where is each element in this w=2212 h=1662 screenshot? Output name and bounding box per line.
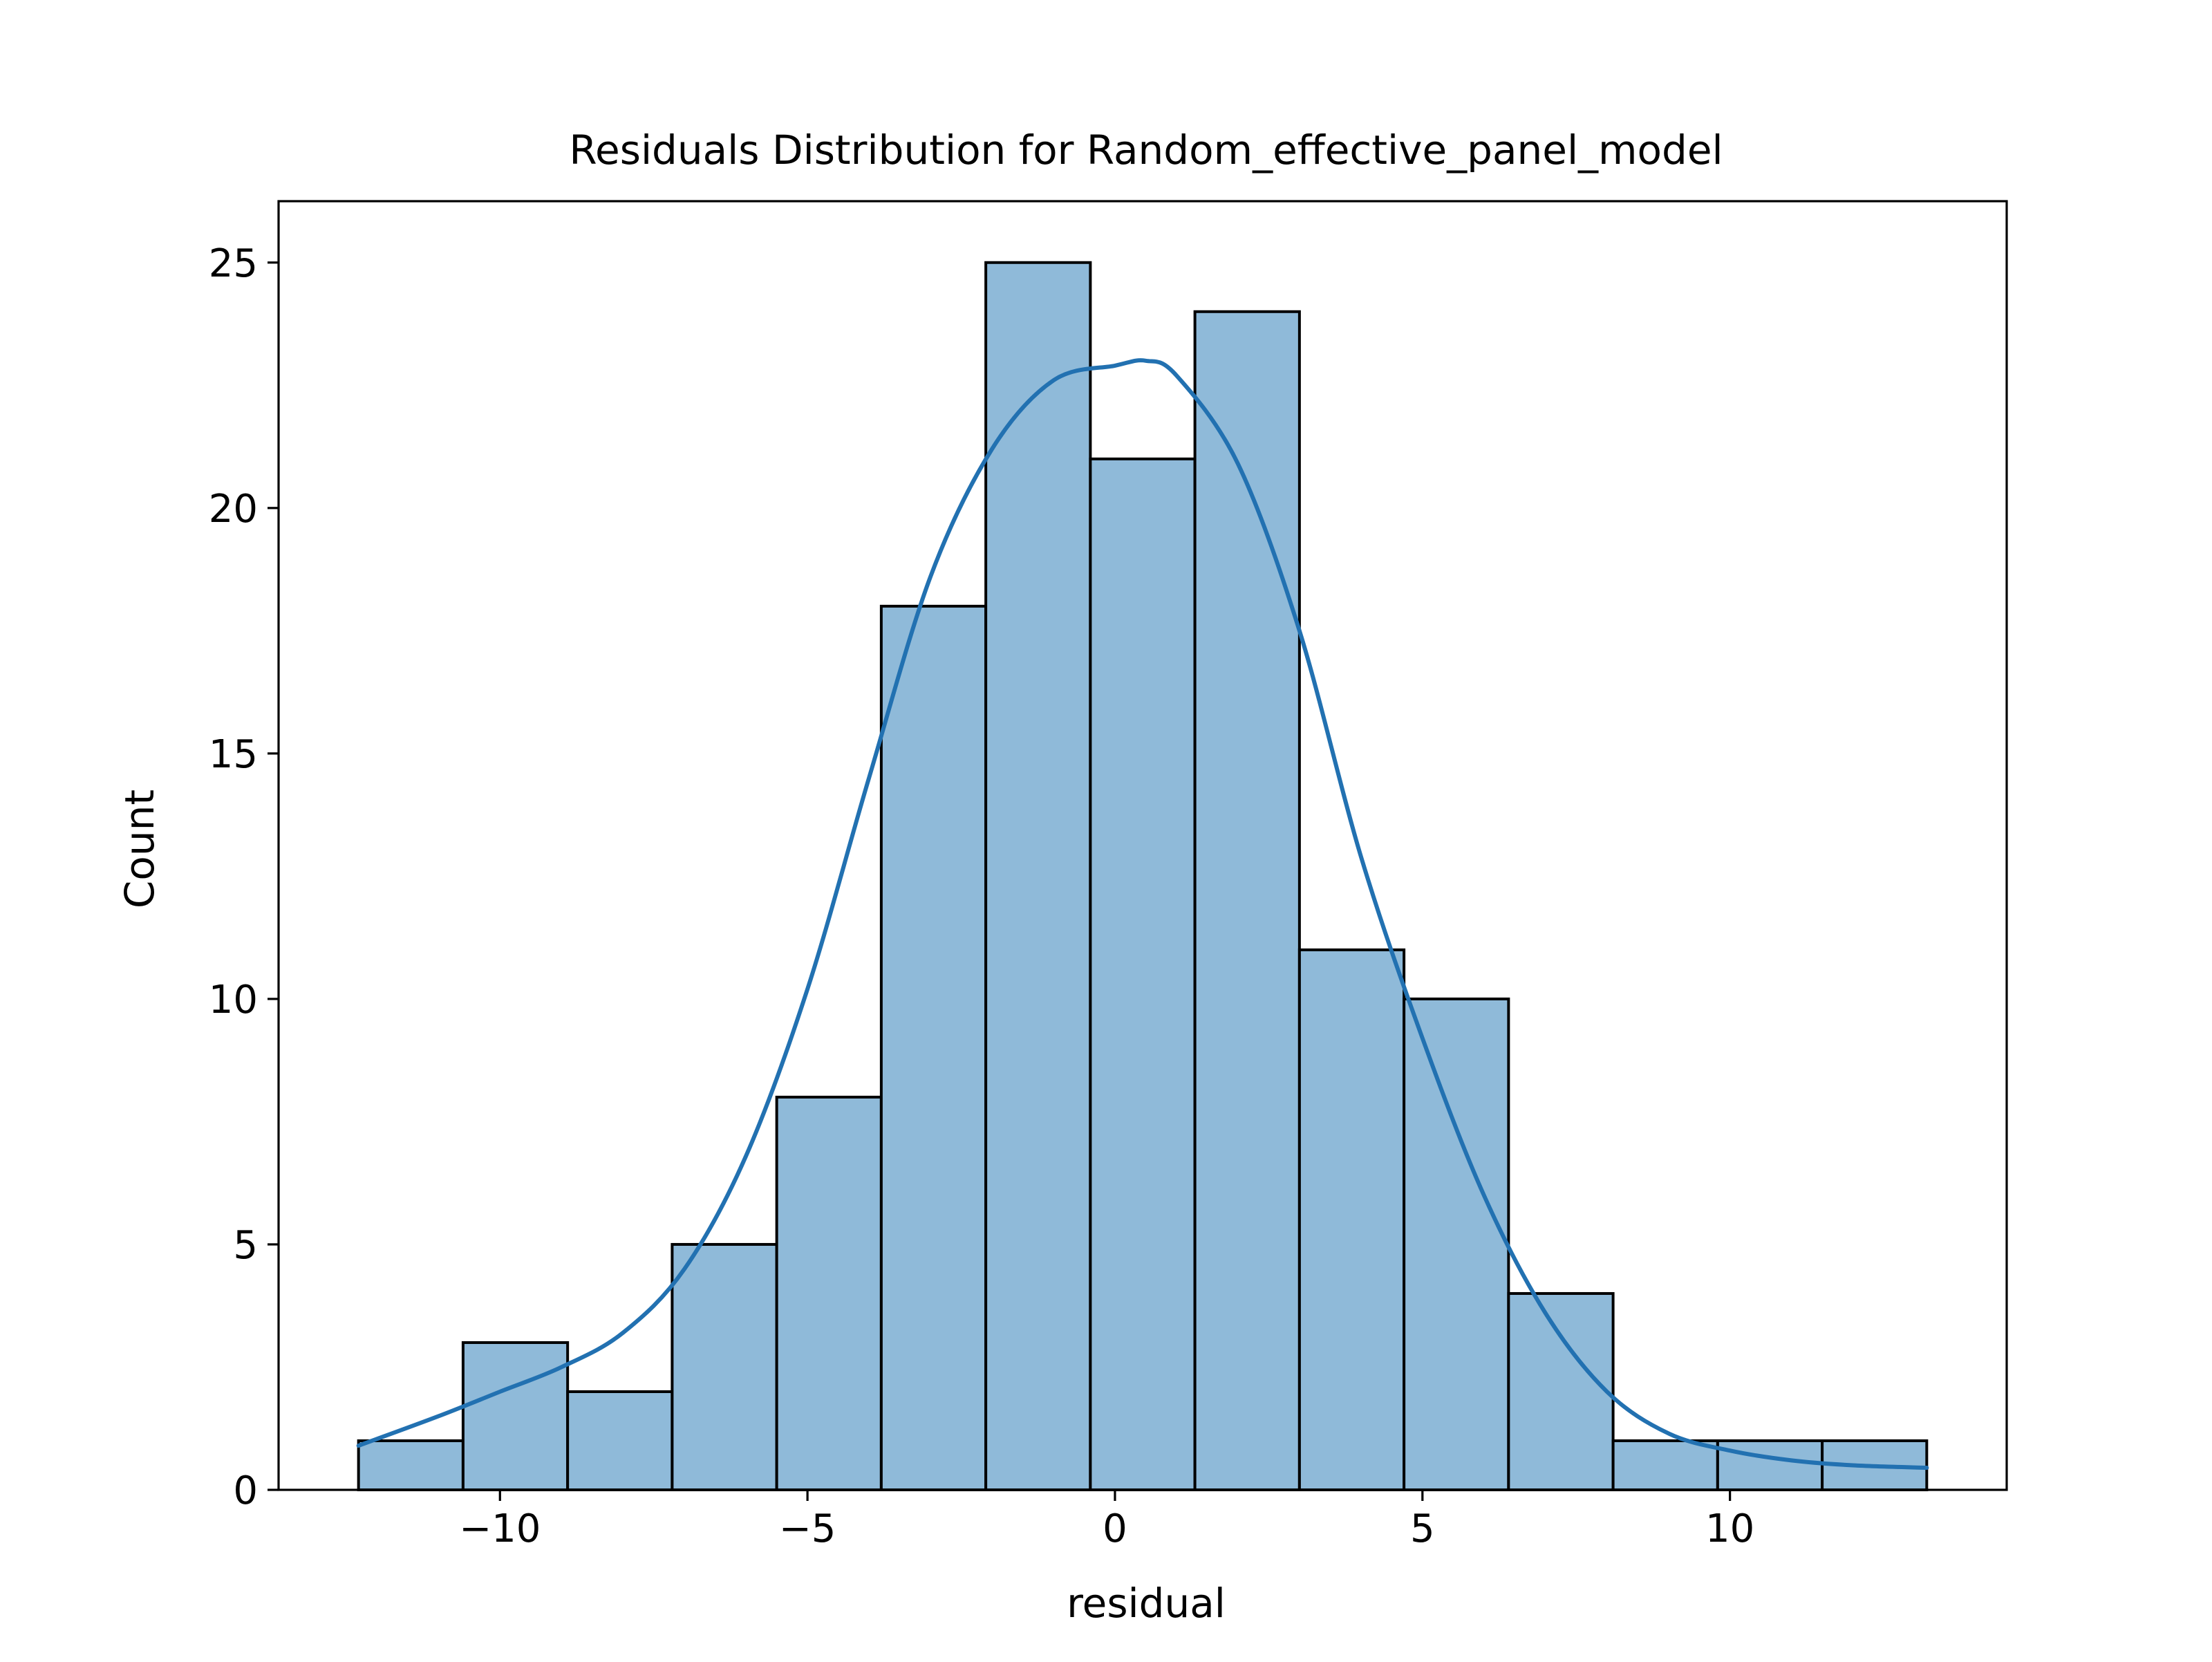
- x-tick-label: 10: [1705, 1506, 1754, 1551]
- x-tick-label: 5: [1410, 1506, 1435, 1551]
- y-tick-label: 20: [209, 487, 258, 532]
- x-axis-ticks: −10 −5 0 5 10: [459, 1490, 1754, 1551]
- kde-curve-group: [356, 358, 1929, 1470]
- histogram-bar: [1507, 1291, 1615, 1491]
- histogram-bar: [1193, 310, 1301, 1491]
- axes-frame: [277, 200, 2008, 1491]
- histogram-bar: [357, 1439, 465, 1491]
- y-tick-label: 15: [209, 732, 258, 777]
- histogram-bar: [566, 1390, 674, 1491]
- y-axis-label: Count: [116, 790, 163, 908]
- histogram-bar: [879, 604, 988, 1491]
- histogram-bar: [984, 261, 1092, 1491]
- y-tick-label: 0: [233, 1468, 258, 1513]
- x-tick-label: −5: [779, 1506, 836, 1551]
- histogram-bar: [1403, 997, 1510, 1491]
- y-axis-ticks: 0 5 10 15 20 25: [209, 241, 279, 1513]
- y-tick-label: 5: [233, 1223, 258, 1268]
- histogram-bar: [1611, 1439, 1719, 1491]
- histogram-bar: [775, 1095, 883, 1491]
- histogram-bar: [461, 1341, 570, 1491]
- y-tick-label: 25: [209, 241, 258, 286]
- y-tick-label: 10: [209, 978, 258, 1023]
- x-tick-label: 0: [1103, 1506, 1127, 1551]
- histogram-bar: [1089, 457, 1197, 1491]
- histogram-bar: [1297, 948, 1406, 1491]
- histogram-bars: [357, 261, 1929, 1491]
- histogram-bar: [671, 1242, 778, 1491]
- kde-line: [356, 358, 1929, 1470]
- x-axis-label: residual: [1067, 1580, 1226, 1627]
- chart-title: Residuals Distribution for Random_effect…: [569, 127, 1723, 174]
- x-tick-label: −10: [459, 1506, 541, 1551]
- histogram-bar: [1716, 1439, 1824, 1491]
